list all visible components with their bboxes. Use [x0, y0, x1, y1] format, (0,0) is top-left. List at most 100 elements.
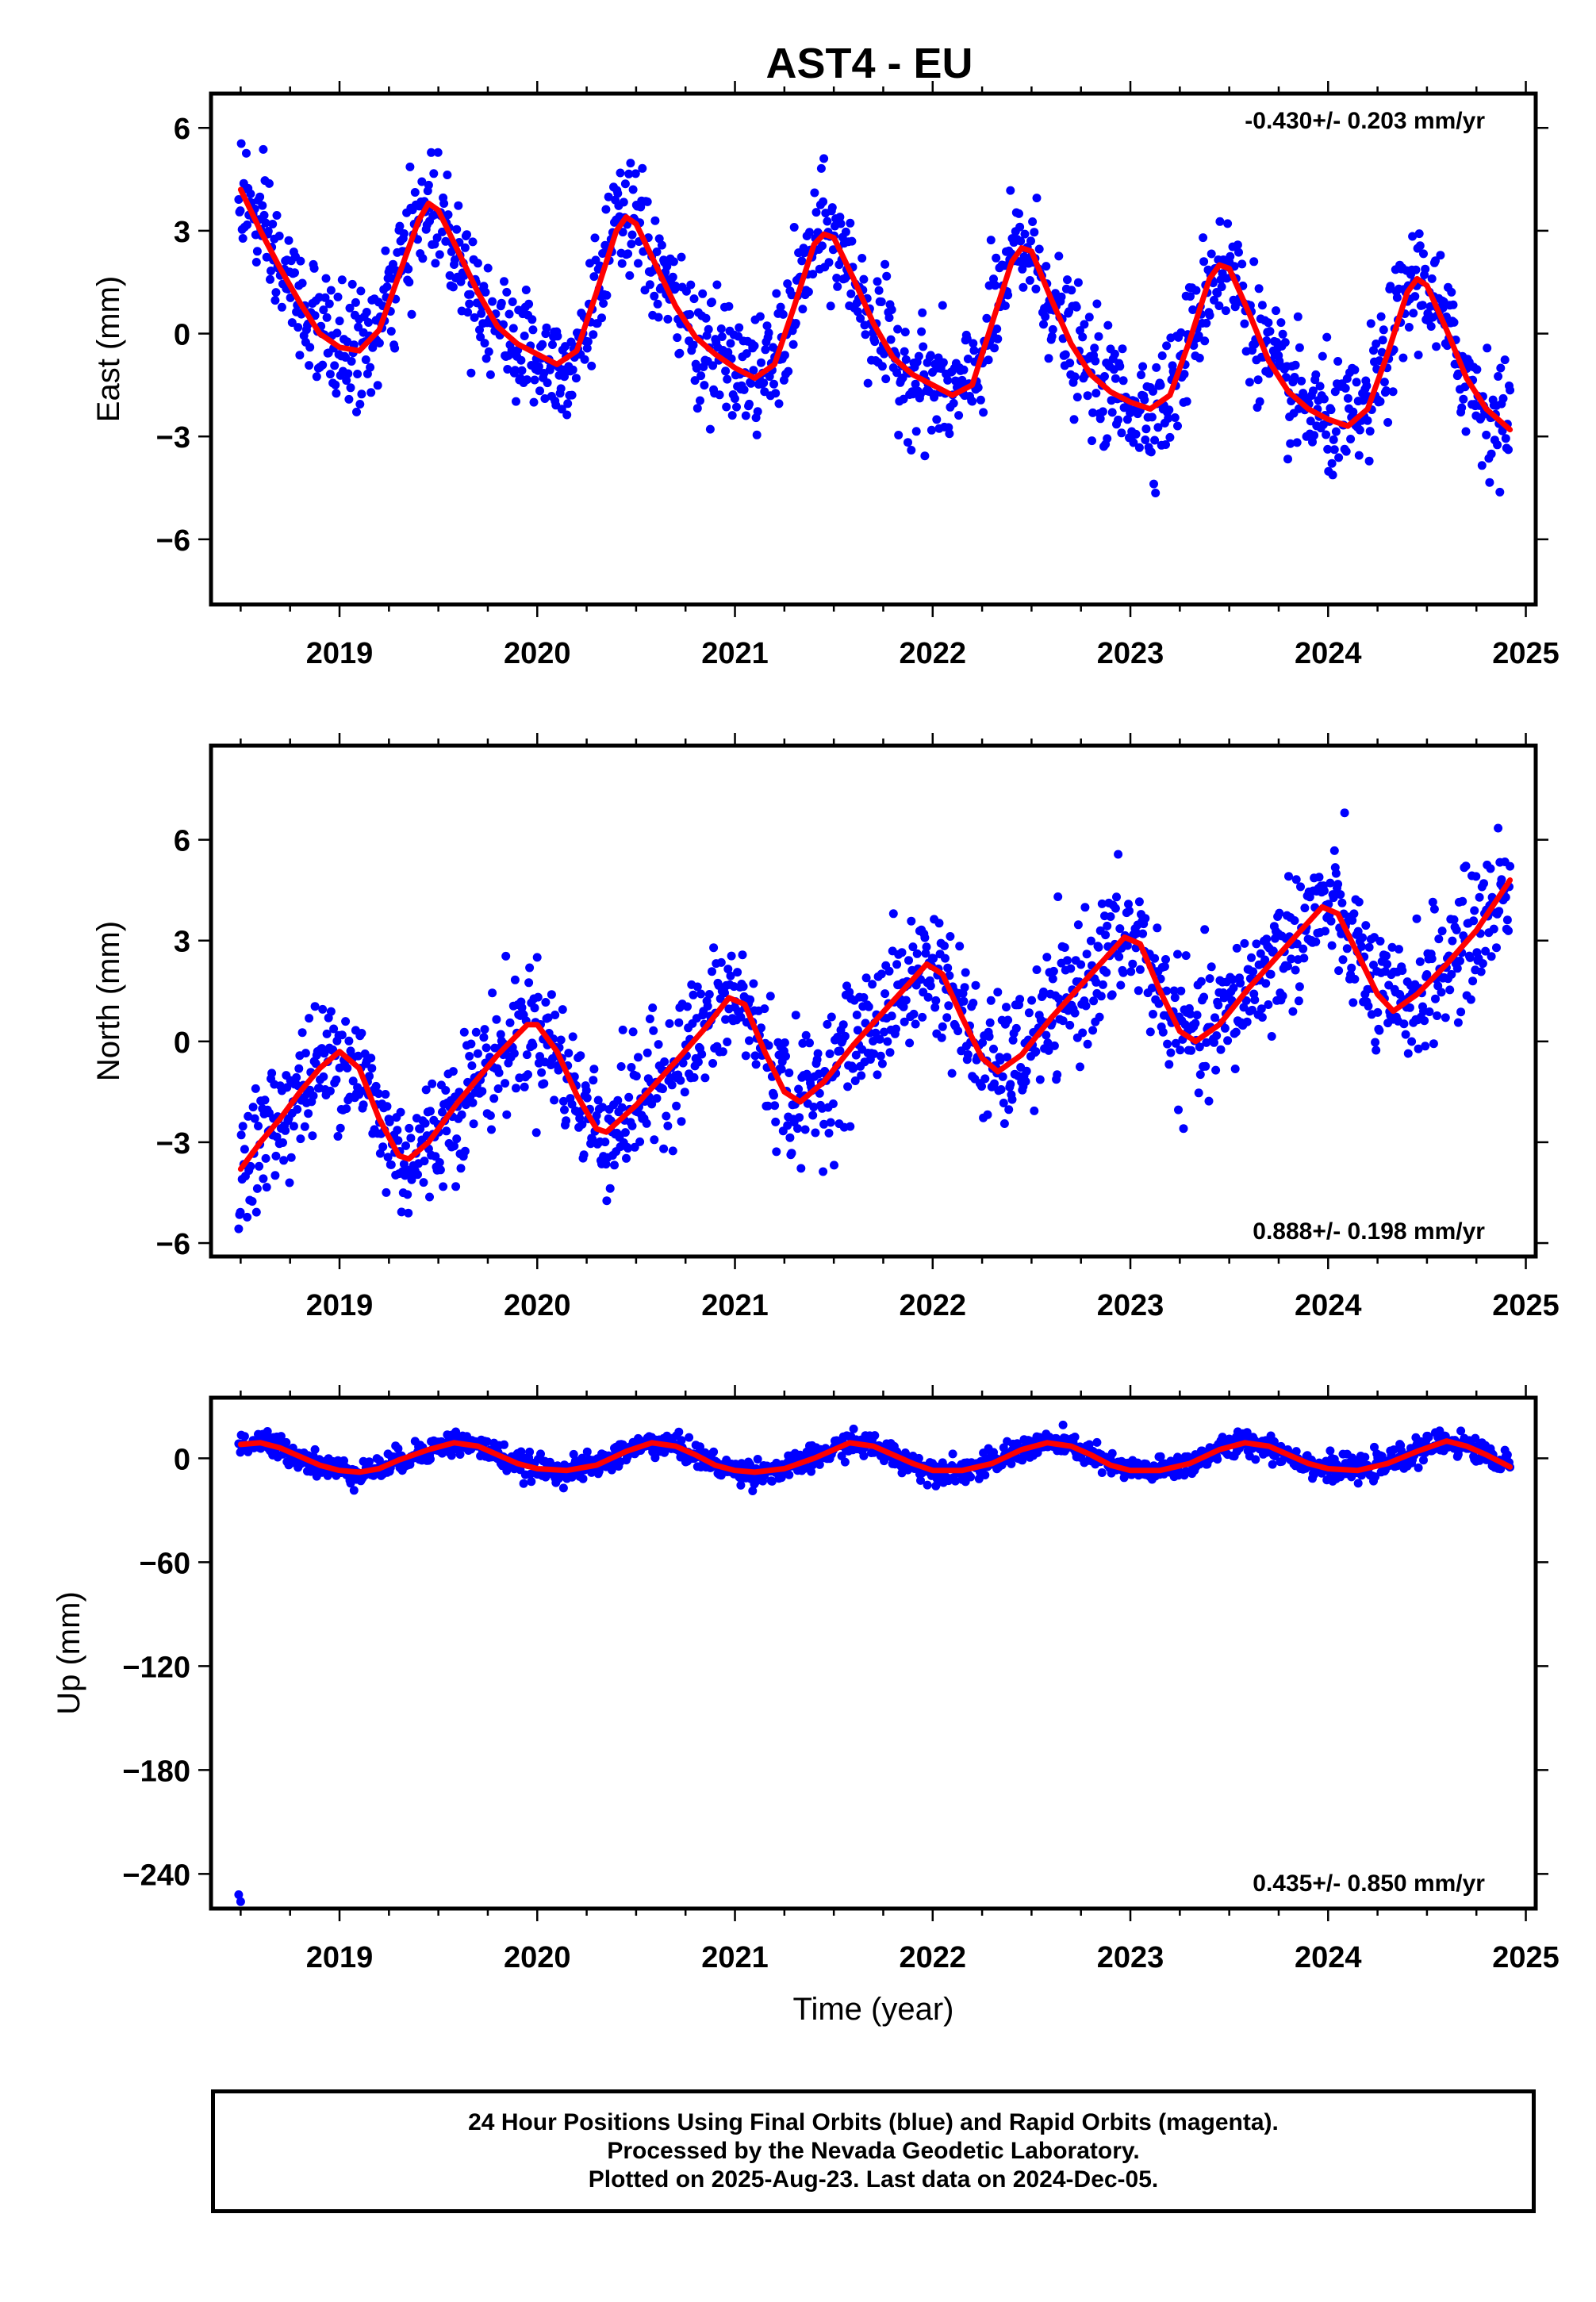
data-point: [901, 355, 911, 364]
data-point: [344, 1036, 354, 1045]
data-point: [1008, 1035, 1018, 1045]
data-point: [365, 1457, 374, 1467]
data-point: [610, 1161, 619, 1170]
data-point: [816, 163, 826, 173]
data-point: [353, 1083, 363, 1092]
data-point: [708, 1059, 718, 1068]
data-point: [435, 1165, 445, 1175]
data-point: [1003, 1053, 1012, 1062]
data-point: [830, 1161, 838, 1170]
footer-line-3: Plotted on 2025-Aug-23. Last data on 202…: [588, 2166, 1159, 2193]
data-point: [1131, 429, 1141, 439]
data-point: [433, 148, 443, 157]
data-point: [261, 218, 270, 228]
data-point: [1187, 1045, 1196, 1055]
data-point: [1445, 985, 1455, 995]
data-point: [620, 179, 630, 189]
data-point: [1042, 262, 1051, 271]
data-point: [1306, 416, 1315, 426]
data-point: [351, 297, 360, 307]
data-point: [721, 1015, 731, 1024]
data-point: [826, 1118, 835, 1127]
data-point: [650, 1135, 659, 1145]
data-point: [1437, 988, 1446, 997]
data-point: [1278, 992, 1287, 1000]
data-point: [1173, 421, 1182, 431]
data-point: [250, 1114, 259, 1123]
data-point: [561, 342, 570, 351]
data-point: [660, 1057, 669, 1066]
data-point: [1414, 229, 1424, 239]
data-point: [1140, 395, 1149, 405]
data-point: [984, 355, 993, 365]
data-point: [386, 327, 396, 336]
data-point: [297, 278, 307, 288]
data-point: [723, 1038, 732, 1046]
data-point: [1408, 232, 1418, 241]
data-point: [918, 1012, 927, 1022]
data-point: [1234, 247, 1243, 257]
data-point: [466, 368, 476, 378]
data-point: [590, 233, 600, 243]
data-point: [435, 250, 444, 259]
data-point: [404, 1208, 413, 1218]
data-point: [1477, 461, 1487, 470]
data-point: [326, 286, 336, 295]
x-tick-label: 2022: [900, 1289, 967, 1322]
data-point: [1433, 981, 1443, 991]
data-point: [724, 301, 734, 311]
data-point: [949, 398, 958, 408]
data-point: [1161, 955, 1170, 964]
data-point: [1088, 1026, 1098, 1035]
y-tick-label: 0: [174, 1443, 190, 1476]
data-point: [374, 1089, 383, 1099]
data-point: [1431, 256, 1440, 266]
data-point: [281, 1126, 290, 1135]
data-point: [835, 213, 845, 222]
data-point: [700, 1073, 710, 1083]
data-point: [308, 1131, 317, 1141]
data-point: [1002, 1003, 1011, 1012]
y-tick-label: −3: [156, 421, 190, 455]
data-point: [992, 324, 1002, 334]
data-point: [689, 294, 699, 304]
data-point: [607, 1465, 616, 1475]
data-point: [717, 332, 727, 341]
data-point: [1283, 455, 1292, 464]
data-point: [1275, 908, 1284, 918]
data-point: [296, 1134, 305, 1144]
data-point: [1366, 319, 1375, 328]
data-point: [887, 305, 896, 314]
data-point: [571, 374, 581, 383]
data-point: [1162, 986, 1172, 996]
data-point: [1456, 1007, 1466, 1017]
data-point: [1174, 1105, 1183, 1115]
data-point: [911, 379, 920, 389]
data-point: [1338, 955, 1348, 965]
data-point: [1214, 301, 1224, 310]
data-point: [882, 271, 892, 281]
data-point: [662, 262, 672, 271]
data-point: [439, 199, 449, 208]
data-point: [1353, 1479, 1363, 1488]
data-point: [582, 1093, 592, 1103]
data-point: [1181, 951, 1191, 961]
data-point: [1164, 413, 1173, 423]
data-point: [405, 162, 415, 171]
data-point: [619, 198, 628, 207]
data-point: [755, 312, 765, 321]
data-point: [399, 229, 409, 238]
data-point: [1403, 1049, 1413, 1058]
data-point: [980, 1074, 990, 1084]
data-point: [1375, 397, 1385, 406]
data-point: [1090, 343, 1099, 353]
data-point: [1066, 964, 1076, 973]
data-point: [819, 197, 828, 206]
data-point: [1202, 318, 1211, 328]
data-point: [320, 293, 330, 302]
data-point: [1078, 332, 1088, 342]
data-point: [885, 1048, 895, 1057]
data-point: [272, 211, 282, 220]
data-point: [809, 1103, 819, 1111]
data-point: [917, 327, 927, 336]
